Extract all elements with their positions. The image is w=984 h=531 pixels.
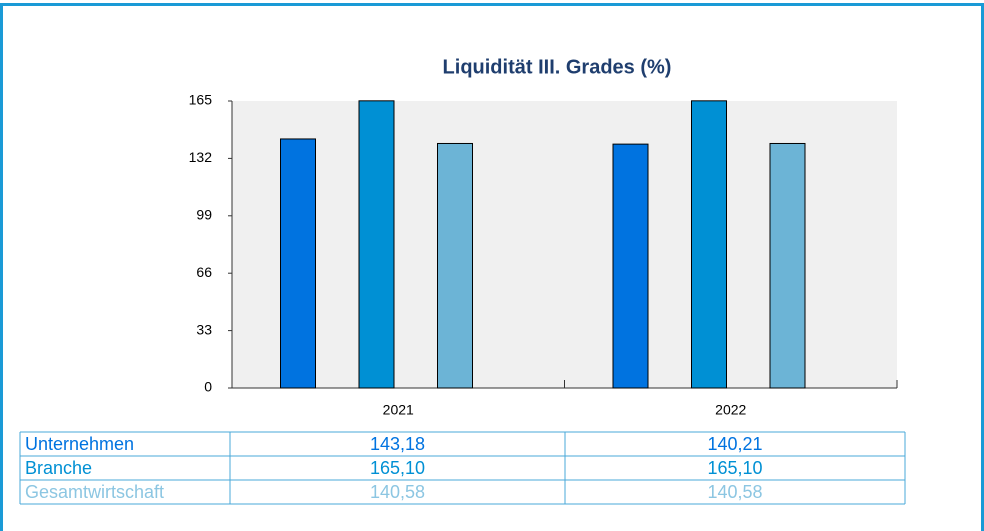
bar [769, 142, 806, 389]
y-tick-label: 99 [196, 207, 212, 223]
chart-title: Liquidität III. Grades (%) [443, 56, 672, 78]
legend-label: Unternehmen [25, 434, 134, 454]
y-tick-label: 132 [189, 149, 213, 165]
table-value: 140,21 [707, 434, 762, 454]
y-tick-label: 0 [204, 379, 212, 395]
y-tick-label: 33 [196, 321, 212, 337]
y-tick-label: 66 [196, 264, 212, 280]
x-tick-label: 2021 [383, 402, 414, 418]
table-value: 140,58 [370, 482, 425, 502]
table-value: 165,10 [370, 458, 425, 478]
bar [358, 100, 395, 389]
legend-label: Gesamtwirtschaft [25, 482, 164, 502]
y-tick-label: 165 [189, 92, 213, 108]
legend-label: Branche [25, 458, 92, 478]
bar [612, 143, 649, 389]
frame [0, 3, 984, 531]
bar [280, 138, 316, 389]
x-tick-label: 2022 [715, 402, 746, 418]
table-value: 165,10 [707, 458, 762, 478]
table-value: 140,58 [707, 482, 762, 502]
table-value: 143,18 [370, 434, 425, 454]
bar [437, 142, 473, 389]
bar [691, 100, 727, 389]
